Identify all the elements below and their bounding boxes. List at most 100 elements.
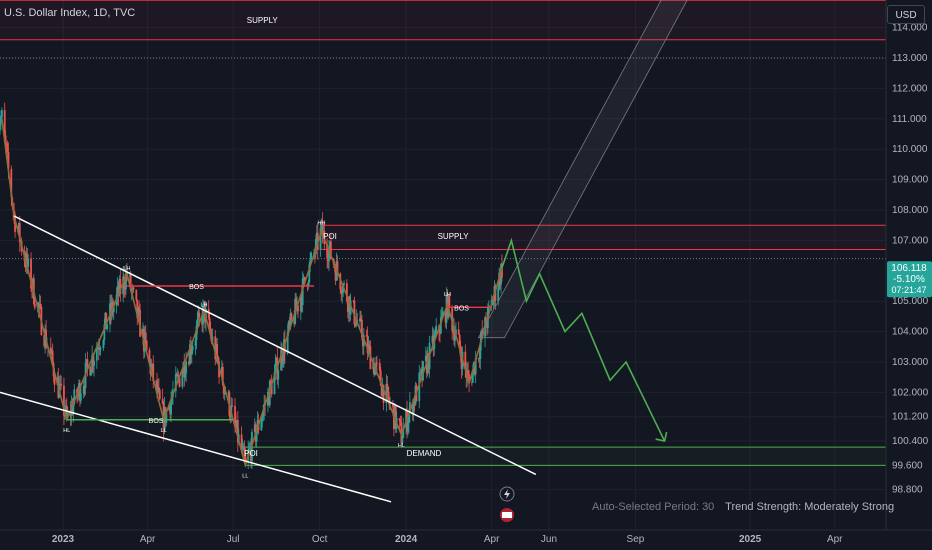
candle-body [464,351,467,369]
symbol-title[interactable]: U.S. Dollar Index, 1D, TVC [4,7,136,19]
candle-body [454,335,456,341]
candle-body [392,403,394,408]
price-tick: 102.000 [892,387,929,398]
candle-body [198,312,201,318]
candle-body [71,404,74,415]
candle-body [380,385,383,397]
candle-body [189,344,191,365]
candle-body [448,295,451,308]
candle-body [38,303,41,309]
candle-body [327,258,329,262]
time-tick: Jul [227,534,240,545]
candle-body [105,312,108,330]
candle-body [336,261,339,274]
candle-body [244,455,247,461]
swing-label: HL [63,428,70,434]
last-price-change: -5.10% [893,274,925,285]
projection-channel [477,0,688,339]
candle-body [249,447,251,449]
candle-body [497,287,500,302]
candle-body [137,307,140,318]
last-price-countdown: 07:21:47 [891,285,926,295]
zigzag-line [1,118,503,469]
candle-body [492,297,495,305]
candle-body [288,321,291,325]
candle-body [241,446,244,451]
candle-body [181,372,184,387]
candle-body [122,276,125,295]
candle-body [287,321,290,333]
candle-body [408,413,410,423]
time-tick: Apr [140,534,156,545]
price-tick: 103.000 [892,357,929,368]
swing-label: LH [123,266,130,272]
candle-body [208,317,211,330]
candle-body [399,420,402,423]
candle-body [49,347,52,355]
candle-body [267,391,269,406]
price-tick: 110.000 [892,144,928,155]
candle-body [444,311,447,323]
swing-label: LH [200,302,207,308]
poi-bottom-label: POI [244,449,258,458]
candle-body [135,289,138,300]
candle-body [422,361,424,381]
candle-body [427,353,430,369]
candle-body [155,381,157,382]
candle-body [168,405,171,411]
supply-top-label: SUPPLY [247,16,279,25]
candle-body [3,110,6,136]
candle-body [293,319,296,324]
candle-body [424,355,427,362]
candle-body [280,349,282,371]
candle-body [378,362,381,371]
candle-body [253,424,256,433]
candle-body [269,380,272,383]
candle-body [418,372,421,402]
candle-body [110,302,113,315]
candle-body [39,303,42,307]
time-tick: 2025 [739,534,762,545]
candle-body [37,303,40,309]
candle-body [474,358,477,375]
lower-trendline [0,391,392,503]
candle-body [420,368,423,373]
candle-body [220,367,223,378]
candle-body [367,344,370,353]
candle-body [277,370,280,380]
candle-body [59,383,62,386]
candle-body [334,268,337,281]
annotation-labels: SUPPLY SUPPLY DEMAND POI POI BOS BOS BOS LH LH HH L… [63,16,515,522]
candle-body [14,214,16,232]
candle-body [203,301,205,305]
candle-body [243,445,246,456]
candle-body [118,279,121,297]
candle-body [10,169,13,198]
candle-body [221,367,224,385]
candle-body [148,349,151,361]
candle-body [290,313,293,320]
time-tick: Apr [827,534,843,545]
candle-body [96,347,99,349]
candle-body [63,385,65,416]
candle-body [79,383,81,401]
candle-body [98,349,101,351]
candle-body [145,341,148,350]
candle-body [405,410,407,428]
candle-body [500,264,502,285]
candle-body [309,260,312,265]
candle-body [387,386,390,399]
candle-body [50,350,53,355]
currency-button[interactable]: USD [887,5,925,24]
candle-body [328,249,330,262]
time-tick: 2023 [52,534,75,545]
candle-body [468,374,470,383]
candle-body [478,358,481,360]
candle-body [392,407,395,430]
candle-body [157,387,159,394]
candle-body [440,315,443,318]
candle-body [0,123,1,127]
candle-body [467,370,470,375]
candle-body [4,135,7,144]
